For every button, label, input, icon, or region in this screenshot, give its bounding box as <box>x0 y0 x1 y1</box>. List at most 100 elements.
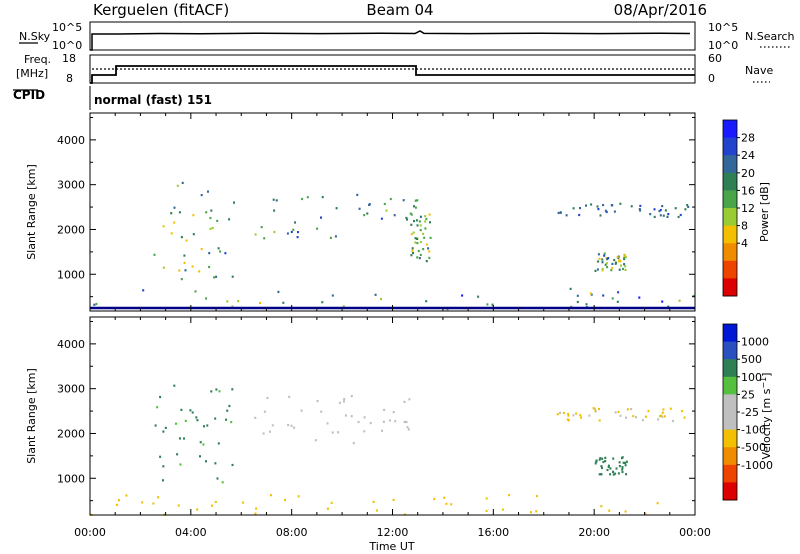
power-colorbar-segment <box>723 137 737 156</box>
velocity-cell <box>343 400 345 403</box>
velocity-cell <box>372 500 375 503</box>
power-cell <box>679 213 682 217</box>
velocity-cell <box>394 420 397 423</box>
velocity-cell <box>382 420 385 423</box>
power-cell <box>666 215 669 218</box>
velocity-cell <box>566 418 569 421</box>
power-cell <box>334 235 337 238</box>
power-cell <box>429 221 431 224</box>
power-cell <box>93 303 96 306</box>
power-cell <box>424 227 427 230</box>
power-cell <box>416 224 419 227</box>
velocity-cell <box>594 462 597 465</box>
power-cell <box>428 213 431 216</box>
velocity-cell <box>661 415 664 418</box>
power-cell <box>639 204 642 207</box>
velocity-cell <box>369 422 372 425</box>
power-cell <box>461 294 464 297</box>
power-cell <box>606 266 609 269</box>
power-cell <box>410 233 413 236</box>
power-cell <box>210 209 213 212</box>
nsearch-tick-bottom: 10^0 <box>708 39 738 52</box>
power-cell <box>415 219 418 222</box>
power-cell <box>292 228 295 231</box>
velocity-cell <box>290 424 293 427</box>
velocity-cell <box>230 421 233 424</box>
x-tick-label: 04:00 <box>175 526 207 539</box>
velocity-cell <box>231 463 234 467</box>
x-tick-label: 00:00 <box>74 526 106 539</box>
power-cell <box>617 255 620 258</box>
velocity-cell <box>594 407 596 410</box>
nsky-label: N.Sky <box>19 30 51 43</box>
x-tick-label: 20:00 <box>578 526 610 539</box>
power-colorbar-segment <box>723 278 737 297</box>
velocity-cell <box>450 503 453 506</box>
power-cell <box>209 227 212 230</box>
power-cell <box>306 196 309 199</box>
nsearch-tick-top: 10^5 <box>708 21 738 34</box>
velocity-cell <box>352 442 355 445</box>
power-cell <box>173 206 176 209</box>
power-colorbar-tick-label: 20 <box>741 167 755 180</box>
power-cell <box>620 264 623 267</box>
power-cell <box>599 214 602 217</box>
velocity-cell <box>350 415 353 418</box>
x-tick-label: 12:00 <box>377 526 409 539</box>
velocity-panel: 1000 2000 3000 4000 Slant Range [km] 1000 50… <box>25 316 774 516</box>
power-cell <box>623 258 626 261</box>
nsky-panel: N.Sky 10^5 10^0 10^5 10^0 N.Search <box>19 21 795 52</box>
velocity-cell <box>162 479 164 482</box>
power-cell <box>622 267 624 271</box>
power-cell <box>321 196 324 199</box>
velocity-cell <box>618 465 621 468</box>
velocity-cell <box>656 502 659 505</box>
power-cell <box>419 224 422 227</box>
velocity-cell <box>195 416 198 419</box>
velocity-cell <box>644 415 647 418</box>
power-cell <box>559 211 562 214</box>
power-cell <box>638 296 641 299</box>
power-cell <box>416 256 419 259</box>
velocity-colorbar-segment <box>723 376 737 395</box>
velocity-cell <box>625 416 627 419</box>
power-cell <box>412 231 415 234</box>
power-cell <box>624 256 627 259</box>
velocity-colorbar-label: Velocity [m s−1] <box>759 373 774 460</box>
power-cell <box>192 214 195 217</box>
power-colorbar-segment <box>723 225 737 244</box>
nave-tick-bottom: 0 <box>708 72 715 85</box>
velocity-cell <box>595 459 598 462</box>
power-colorbar: 28 24 20 16 12 8 4 <box>722 119 755 297</box>
power-cell <box>590 203 593 206</box>
velocity-cell <box>580 416 582 419</box>
power-cell <box>616 256 619 259</box>
velocity-cell <box>485 509 488 512</box>
velocity-cell <box>592 407 595 410</box>
velocity-cell <box>375 509 378 512</box>
station-title: Kerguelen (fitACF) <box>93 1 229 19</box>
power-cell <box>358 207 361 210</box>
power-colorbar-segment <box>723 260 737 279</box>
velocity-cell <box>662 408 665 411</box>
x-tick-label: 08:00 <box>276 526 308 539</box>
velocity-cell <box>405 420 408 424</box>
velocity-cell <box>660 414 663 417</box>
power-cell <box>228 218 231 221</box>
power-cell <box>419 240 422 244</box>
velocity-cell <box>381 429 383 432</box>
power-cell <box>590 293 593 296</box>
velocity-cell <box>612 473 615 476</box>
power-cell <box>331 294 334 297</box>
power-cell <box>607 257 610 260</box>
power-cell <box>477 295 480 298</box>
velocity-cell <box>635 416 637 419</box>
velocity-cell <box>567 412 570 416</box>
velocity-cell <box>612 457 615 460</box>
velocity-colorbar-segment <box>723 341 737 360</box>
power-cell <box>233 201 235 204</box>
velocity-colorbar-tick-label: 100 <box>741 371 762 384</box>
velocity-cell <box>562 411 565 415</box>
power-cell <box>335 207 338 210</box>
velocity-cell <box>621 468 624 471</box>
